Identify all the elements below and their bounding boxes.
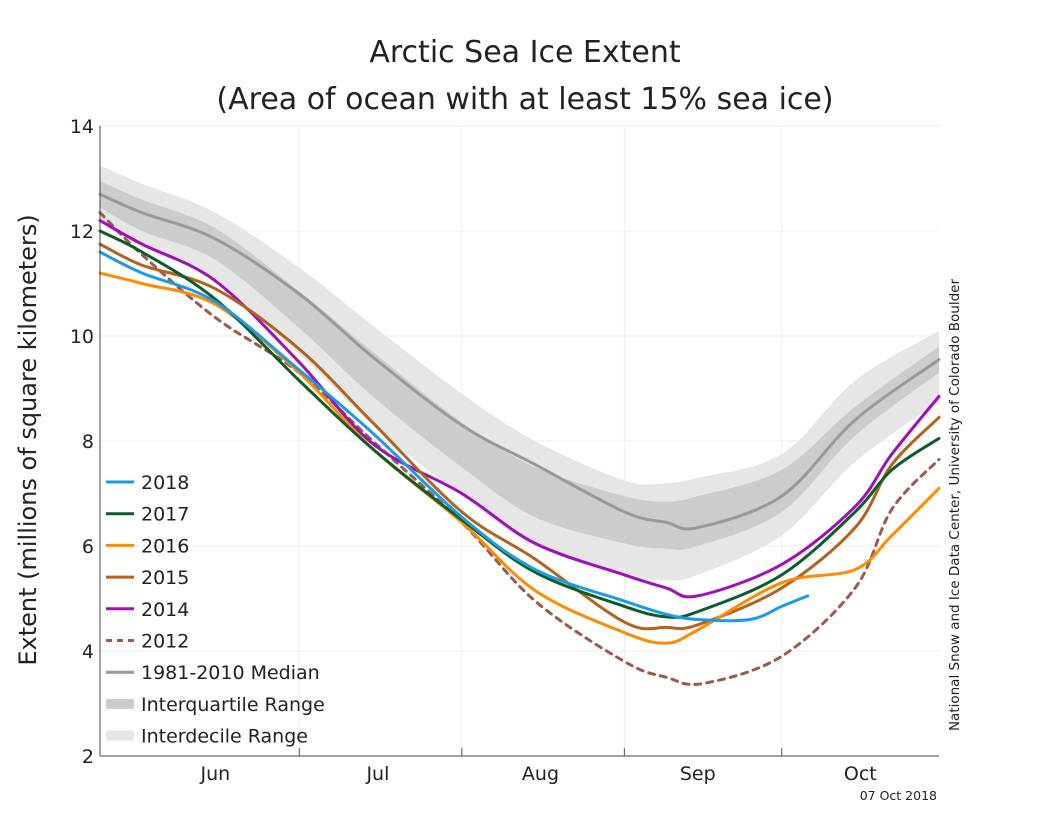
x-tick-label: Jul bbox=[365, 763, 389, 785]
y-tick-label: 4 bbox=[82, 641, 94, 663]
legend-label: 2016 bbox=[141, 535, 189, 557]
y-tick-label: 14 bbox=[70, 116, 94, 138]
y-tick-label: 10 bbox=[70, 326, 94, 348]
interquartile-band bbox=[100, 181, 939, 550]
legend-swatch bbox=[106, 698, 134, 709]
y-tick-label: 8 bbox=[82, 431, 94, 453]
legend-item: 2012 bbox=[106, 631, 189, 653]
chart-title-line2: (Area of ocean with at least 15% sea ice… bbox=[216, 82, 833, 117]
legend-label: 2017 bbox=[141, 504, 189, 526]
legend-label: 2012 bbox=[141, 631, 189, 653]
legend-label: 2015 bbox=[141, 567, 189, 589]
legend-item: 2014 bbox=[106, 599, 189, 621]
legend-label: Interdecile Range bbox=[141, 726, 308, 748]
series-line-2018 bbox=[98, 250, 810, 623]
legend-item: 2016 bbox=[106, 535, 189, 557]
series-lines bbox=[98, 192, 941, 687]
x-tick-label: Jun bbox=[200, 763, 231, 785]
legend-label: 2018 bbox=[141, 472, 189, 494]
chart-title-line1: Arctic Sea Ice Extent bbox=[369, 35, 681, 70]
x-tick-label: Oct bbox=[844, 763, 877, 785]
legend-item: 2015 bbox=[106, 567, 189, 589]
legend-item: 1981-2010 Median bbox=[106, 662, 320, 684]
series-line-2014 bbox=[98, 219, 941, 599]
y-axis-title: Extent (millions of square kilometers) bbox=[14, 214, 42, 665]
legend-item: Interdecile Range bbox=[106, 726, 308, 748]
legend-swatch bbox=[106, 730, 134, 741]
legend: 2018 2017 2016 2015 2014 2012 1981-2010 Median… bbox=[106, 472, 325, 748]
range-bands bbox=[100, 165, 939, 581]
legend-label: Interquartile Range bbox=[141, 694, 325, 716]
series-line-2015 bbox=[98, 242, 941, 631]
axes bbox=[99, 126, 939, 757]
legend-item: 2018 bbox=[106, 472, 189, 494]
legend-item: Interquartile Range bbox=[106, 694, 325, 716]
series-line-1981-2010-median bbox=[98, 192, 941, 531]
legend-item: 2017 bbox=[106, 504, 189, 526]
legend-label: 2014 bbox=[141, 599, 189, 621]
y-tick-label: 2 bbox=[82, 746, 94, 768]
date-stamp: 07 Oct 2018 bbox=[860, 788, 937, 803]
y-tick-label: 6 bbox=[82, 536, 94, 558]
series-line-2012 bbox=[98, 211, 941, 687]
x-ticks: Jun Jul Aug Sep Oct bbox=[200, 763, 877, 785]
legend-label: 1981-2010 Median bbox=[141, 662, 320, 684]
x-tick-label: Sep bbox=[680, 763, 716, 785]
y-ticks: 2 4 6 8 10 12 14 bbox=[70, 116, 94, 768]
interdecile-band bbox=[100, 165, 939, 581]
x-tick-label: Aug bbox=[522, 763, 559, 785]
y-tick-label: 12 bbox=[70, 221, 94, 243]
grid bbox=[100, 125, 939, 756]
credit-text: National Snow and Ice Data Center, Unive… bbox=[947, 279, 963, 732]
